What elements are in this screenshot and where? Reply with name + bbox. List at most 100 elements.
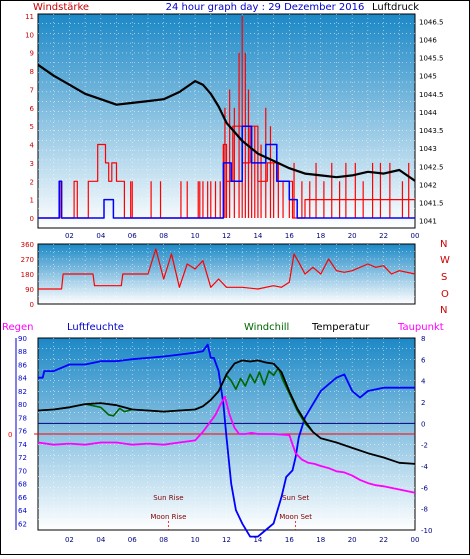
hour-tick-label: 20 bbox=[348, 536, 357, 544]
pressure-axis-tick: 1044 bbox=[419, 109, 437, 117]
direction-axis-tick: 270 bbox=[21, 256, 34, 264]
humidity-axis-tick: 68 bbox=[18, 481, 27, 489]
compass-o: O bbox=[441, 289, 449, 300]
hour-tick-label: 20 bbox=[348, 232, 357, 240]
temperature-humidity-panel: 0626466687072747678808284868890-10-8-6-4… bbox=[8, 335, 432, 544]
humidity-axis-tick: 90 bbox=[18, 335, 27, 343]
legend-rain: Regen bbox=[2, 322, 34, 333]
direction-axis-tick: 90 bbox=[25, 286, 34, 294]
hour-tick-label: 22 bbox=[379, 232, 388, 240]
sun-rise-label: Sun Rise bbox=[153, 494, 183, 502]
humidity-axis-tick: 80 bbox=[18, 401, 27, 409]
compass-n-bottom: N bbox=[440, 305, 447, 316]
humidity-axis-tick: 84 bbox=[18, 375, 27, 383]
humidity-axis-tick: 70 bbox=[18, 467, 27, 475]
pressure-axis-tick: 1041 bbox=[419, 218, 437, 226]
hour-tick-label: 10 bbox=[191, 232, 200, 240]
header-title: 24 hour graph day : 29 Dezember 2016 bbox=[166, 2, 365, 13]
pressure-axis-tick: 1044.5 bbox=[419, 91, 444, 99]
wind-axis-tick: 1 bbox=[30, 197, 34, 205]
humidity-line bbox=[38, 343, 415, 538]
legend-humidity: Luftfeuchte bbox=[67, 322, 124, 333]
wind-pressure-panel: 0 1 2 3 4 5 6 7 8 9 10 11 1041 1041.5 1042 1042.5 1043 10… bbox=[25, 13, 443, 240]
hour-tick-label: 10 bbox=[191, 536, 200, 544]
humidity-axis-tick: 78 bbox=[18, 414, 27, 422]
direction-axis-tick: 0 bbox=[30, 301, 34, 309]
rain-axis-tick: 0 bbox=[8, 431, 12, 439]
dewpoint-line bbox=[37, 395, 416, 494]
direction-axis-tick: 360 bbox=[21, 241, 34, 249]
temperature-axis-tick: -2 bbox=[421, 442, 428, 450]
temperature-axis-tick: 0 bbox=[421, 420, 425, 428]
hour-tick-label: 06 bbox=[128, 536, 137, 544]
pressure-axis-tick: 1041.5 bbox=[419, 200, 444, 208]
wind-direction-panel: 0 90 180 270 360 bbox=[21, 241, 416, 309]
temperature-axis-tick: -6 bbox=[421, 484, 429, 492]
wind-axis-tick: 6 bbox=[30, 105, 35, 113]
hour-tick-label: 12 bbox=[222, 536, 231, 544]
hour-tick-label: 16 bbox=[285, 232, 294, 240]
humidity-axis-tick: 64 bbox=[18, 507, 27, 515]
legend-dewpoint: Taupunkt bbox=[397, 322, 444, 333]
hour-tick-label: 06 bbox=[128, 232, 137, 240]
hour-tick-label: 18 bbox=[316, 232, 325, 240]
hour-tick-label: 16 bbox=[285, 536, 294, 544]
humidity-axis-tick: 88 bbox=[18, 348, 27, 356]
temperature-axis-tick: 6 bbox=[421, 356, 426, 364]
temperature-axis-tick: -8 bbox=[421, 506, 428, 514]
wind-axis-tick: 0 bbox=[30, 215, 34, 223]
compass-labels: N W S O N bbox=[440, 239, 450, 316]
astro-labels: Sun Rise Sun Set Moon Rise Moon Set bbox=[150, 494, 312, 521]
wind-axis-tick: 10 bbox=[25, 31, 34, 39]
wind-axis-tick: 5 bbox=[30, 123, 34, 131]
hour-tick-label: 14 bbox=[253, 232, 262, 240]
legend-temperature: Temperatur bbox=[311, 322, 370, 333]
wind-axis-tick: 4 bbox=[30, 142, 35, 150]
temperature-legend: Regen Luftfeuchte Windchill Temperatur T… bbox=[2, 322, 444, 333]
humidity-axis-tick: 86 bbox=[18, 361, 27, 369]
humidity-axis-tick: 62 bbox=[18, 520, 27, 528]
hour-tick-label: 08 bbox=[159, 232, 168, 240]
pressure-axis-tick: 1042 bbox=[419, 181, 437, 189]
pressure-axis-tick: 1043 bbox=[419, 145, 437, 153]
moon-rise-label: Moon Rise bbox=[150, 513, 186, 521]
temperature-axis-tick: 8 bbox=[421, 335, 425, 343]
humidity-axis-tick: 82 bbox=[18, 388, 27, 396]
wind-axis-tick: 7 bbox=[30, 86, 34, 94]
wind-direction-line bbox=[38, 248, 416, 290]
temperature-axis-tick: -4 bbox=[421, 463, 429, 471]
pressure-axis-tick: 1046.5 bbox=[419, 18, 444, 26]
wind-axis-tick: 8 bbox=[30, 68, 34, 76]
sun-set-label: Sun Set bbox=[282, 494, 309, 502]
hour-tick-label: 00 bbox=[411, 232, 420, 240]
compass-s: S bbox=[441, 272, 447, 283]
hour-tick-label: 02 bbox=[65, 232, 74, 240]
wind-speed-line bbox=[38, 125, 415, 219]
wind-axis-tick: 9 bbox=[30, 50, 34, 58]
humidity-axis-tick: 66 bbox=[18, 494, 27, 502]
temperature-axis-tick: 2 bbox=[421, 399, 425, 407]
compass-n-top: N bbox=[440, 239, 447, 250]
wind-axis-tick: 3 bbox=[30, 160, 34, 168]
hour-tick-label: 22 bbox=[379, 536, 388, 544]
pressure-axis-tick: 1043.5 bbox=[419, 127, 444, 135]
temperature-axis-tick: 4 bbox=[421, 378, 426, 386]
humidity-axis-tick: 72 bbox=[18, 454, 27, 462]
pressure-axis-tick: 1045.5 bbox=[419, 55, 444, 63]
wind-axis-tick: 2 bbox=[30, 178, 34, 186]
pressure-axis-tick: 1045 bbox=[419, 73, 437, 81]
hour-tick-label: 14 bbox=[253, 536, 262, 544]
temperature-axis-tick: -10 bbox=[421, 527, 432, 535]
wind-axis-tick: 11 bbox=[25, 13, 34, 21]
temperature-line bbox=[37, 359, 416, 465]
humidity-axis-tick: 76 bbox=[18, 428, 27, 436]
pressure-axis-tick: 1042.5 bbox=[419, 163, 444, 171]
hour-tick-label: 02 bbox=[65, 536, 74, 544]
hour-tick-label: 00 bbox=[411, 536, 420, 544]
legend-windchill: Windchill bbox=[244, 322, 289, 333]
humidity-axis-tick: 74 bbox=[18, 441, 27, 449]
hour-tick-label: 18 bbox=[316, 536, 325, 544]
hour-tick-label: 08 bbox=[159, 536, 168, 544]
